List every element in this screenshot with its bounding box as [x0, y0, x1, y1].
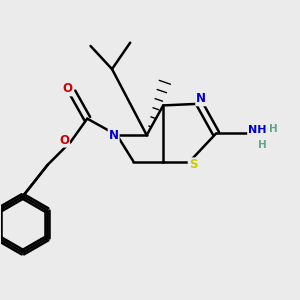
Text: O: O [62, 82, 72, 95]
Text: NH: NH [248, 124, 267, 134]
Text: N: N [196, 92, 206, 105]
Text: N: N [109, 129, 119, 142]
Text: H: H [269, 124, 278, 134]
Text: O: O [59, 134, 69, 147]
Text: H: H [258, 140, 267, 150]
Text: S: S [189, 158, 197, 171]
